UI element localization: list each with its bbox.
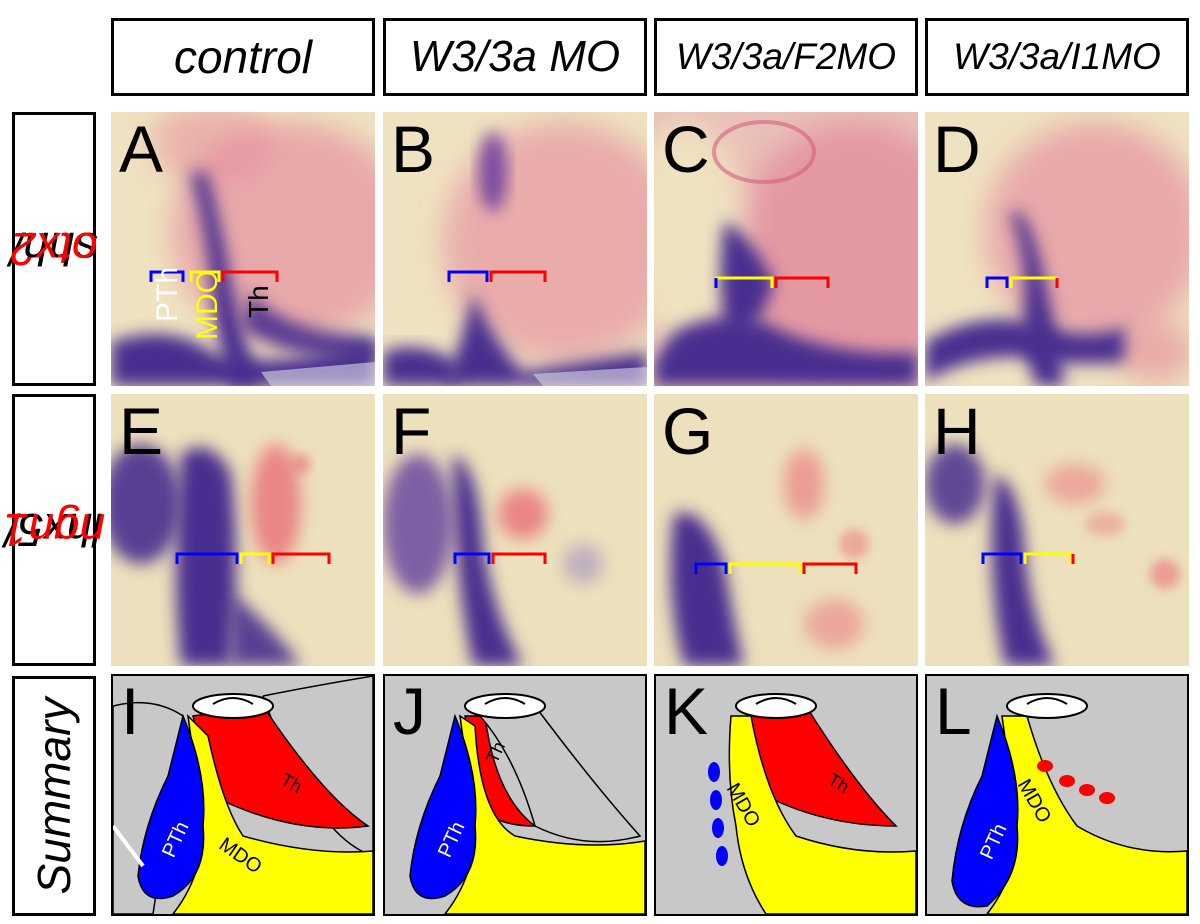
micrograph-e [111,394,375,666]
header-control-text: control [173,31,313,83]
header-w3-3a-f2mo-text: W3/3a/F2MO [676,36,896,77]
header-w3-3a-mo-text: W3/3a MO [409,32,621,81]
micrograph-d [925,112,1189,386]
row-label-lhx5-ngn1: lhx5/ngn1 [3,394,105,666]
row-label-otx2: otx2 [10,223,98,275]
panel-g-image: G [654,394,918,666]
diagram-j [385,676,645,914]
row-label-shh-otx2: shh/otx2 [10,112,98,386]
micrograph-f [383,394,647,666]
row-label-summary: Summary [12,676,96,916]
label-pth: PTh [151,266,184,322]
panel-letter-d: D [933,112,981,186]
panel-letter-l: L [935,674,972,748]
micrograph-g [654,394,918,666]
summary-panel-i: I PTh Th MDO [111,674,375,916]
panel-e-image: E [111,394,375,666]
panel-letter-c: C [662,112,710,186]
panel-letter-a: A [119,112,164,186]
panel-b-image: B [383,112,647,386]
row-label-summary-text: Summary [28,697,80,895]
panel-letter-h: H [933,394,981,468]
panel-letter-f: F [391,394,432,468]
panel-letter-e: E [119,394,164,468]
panel-letter-i: I [121,674,140,748]
header-w3-3a-i1mo: W3/3a/I1MO [925,18,1189,96]
header-control: control [111,18,375,96]
panel-a-image: A PTh MDO Th [111,112,375,386]
panel-letter-k: K [664,674,709,748]
panel-letter-j: J [393,674,426,748]
diagram-i [113,676,373,914]
label-mdo: MDO [191,270,224,340]
micrograph-a [111,112,375,386]
panel-d-image: D [925,112,1189,386]
header-w3-3a-mo: W3/3a MO [383,18,647,96]
panel-letter-g: G [662,394,714,468]
label-th: Th [243,285,274,318]
panel-h-image: H [925,394,1189,666]
panel-c-image: C [654,112,918,386]
micrograph-b [383,112,647,386]
summary-panel-j: J PTh Th [383,674,647,916]
header-w3-3a-i1mo-text: W3/3a/I1MO [953,36,1161,77]
micrograph-h [925,394,1189,666]
panel-letter-b: B [391,112,436,186]
summary-panel-k: K MDO Th [654,674,918,916]
row-label-ngn1: ngn1 [2,504,106,556]
diagram-l [927,676,1187,914]
summary-panel-l: L PTh MDO [925,674,1189,916]
header-w3-3a-f2mo: W3/3a/F2MO [654,18,918,96]
panel-f-image: F [383,394,647,666]
micrograph-c [654,112,918,386]
diagram-k [656,676,916,914]
